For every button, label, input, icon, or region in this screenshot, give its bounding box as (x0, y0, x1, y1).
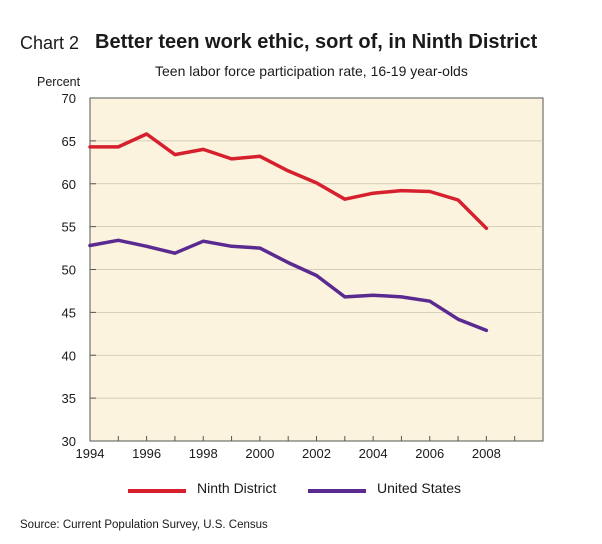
y-tick-label-30: 30 (62, 434, 76, 449)
y-axis-label: Percent (37, 75, 81, 89)
y-tick-label-45: 45 (62, 305, 76, 320)
source-note: Source: Current Population Survey, U.S. … (20, 519, 268, 531)
y-tick-label-50: 50 (62, 263, 76, 278)
legend-label-ninth-district: Ninth District (197, 480, 277, 496)
chart-number-label: Chart 2 (20, 33, 80, 53)
y-tick-label-35: 35 (62, 391, 76, 406)
chart-title: Better teen work ethic, sort of, in Nint… (95, 31, 538, 53)
chart-subtitle: Teen labor force participation rate, 16-… (155, 63, 468, 79)
x-tick-label-1994: 1994 (76, 446, 105, 461)
y-tick-label-55: 55 (62, 220, 76, 235)
y-tick-label-60: 60 (62, 177, 76, 192)
x-tick-label-2008: 2008 (472, 446, 501, 461)
x-tick-label-1996: 1996 (132, 446, 161, 461)
x-tick-label-2000: 2000 (245, 446, 274, 461)
series-line-united-states (88, 238, 489, 333)
x-tick-label-1998: 1998 (189, 446, 218, 461)
x-tick-label-2002: 2002 (302, 446, 331, 461)
y-tick-label-70: 70 (62, 91, 76, 106)
series-line-ninth-district (88, 132, 489, 231)
y-tick-label-65: 65 (62, 134, 76, 149)
x-tick-label-2006: 2006 (415, 446, 444, 461)
legend-label-united-states: United States (377, 480, 462, 496)
legend-swatch-united-states (308, 489, 366, 493)
x-tick-label-2004: 2004 (359, 446, 388, 461)
y-tick-label-40: 40 (62, 348, 76, 363)
legend-swatch-ninth-district (128, 489, 186, 493)
